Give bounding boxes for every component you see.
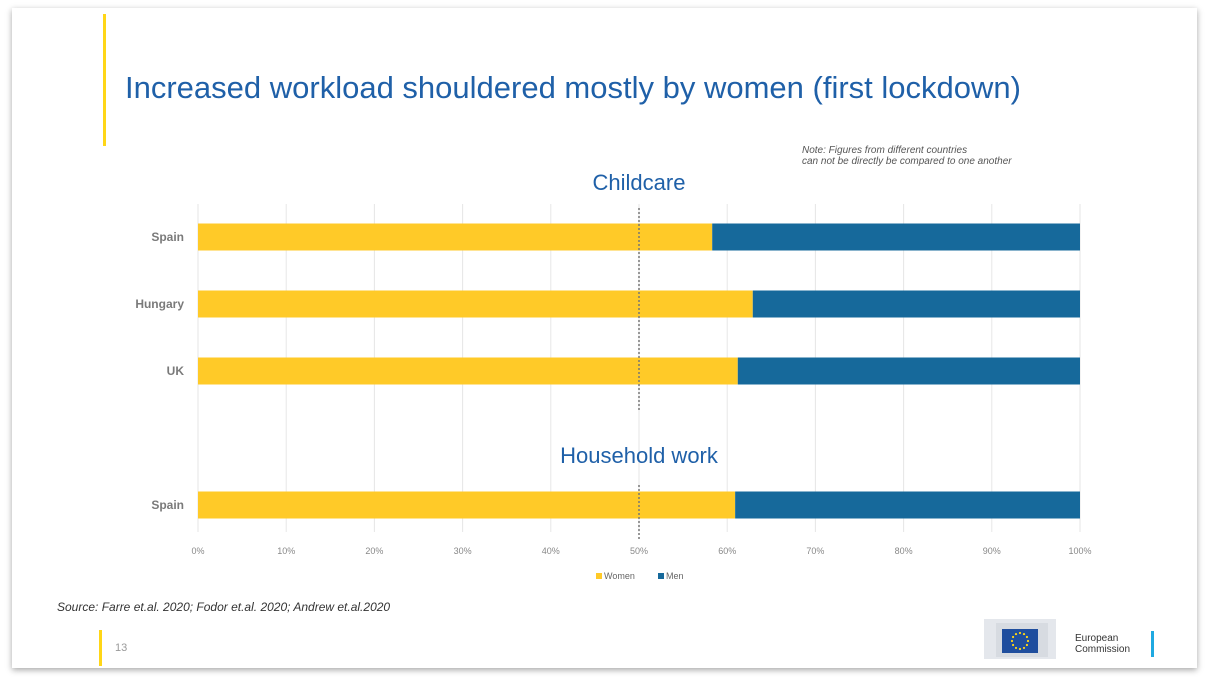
x-tick-label: 100% (1068, 546, 1091, 556)
eu-star (1018, 631, 1022, 635)
category-label: Spain (151, 230, 184, 244)
x-tick-label: 30% (454, 546, 472, 556)
women-bar (198, 223, 713, 251)
legend-label-women: Women (604, 571, 635, 581)
women-bar (198, 357, 738, 385)
category-label: UK (167, 364, 185, 378)
men-bar (752, 290, 1080, 318)
title-accent-bar (103, 14, 106, 146)
legend-label-men: Men (666, 571, 684, 581)
eu-star (1018, 647, 1022, 651)
slide-title: Increased workload shouldered mostly by … (125, 70, 1021, 105)
men-bar (735, 491, 1080, 519)
source-citation: Source: Farre et.al. 2020; Fodor et.al. … (57, 600, 391, 614)
page-number: 13 (115, 642, 128, 654)
logo-line-1: European (1075, 633, 1119, 644)
x-tick-label: 60% (718, 546, 736, 556)
category-label: Hungary (135, 297, 184, 311)
eu-star (1010, 639, 1014, 643)
legend-swatch-women (596, 573, 602, 579)
comparison-note: Note: Figures from different countries c… (802, 145, 1122, 167)
european-commission-logo: European Commission (984, 613, 1164, 663)
note-line-1: Note: Figures from different countries (802, 145, 968, 156)
section-label: Household work (560, 443, 719, 468)
men-bar (712, 223, 1080, 251)
eu-star (1014, 646, 1018, 650)
women-bar (198, 491, 736, 519)
women-bar (198, 290, 753, 318)
x-tick-label: 20% (365, 546, 383, 556)
eu-star (1011, 643, 1015, 647)
legend-swatch-men (658, 573, 664, 579)
x-tick-label: 40% (542, 546, 560, 556)
eu-star (1026, 639, 1030, 643)
x-tick-label: 10% (277, 546, 295, 556)
eu-star (1022, 646, 1026, 650)
slide: Increased workload shouldered mostly by … (12, 8, 1197, 668)
eu-star (1014, 632, 1018, 636)
x-tick-label: 50% (630, 546, 648, 556)
eu-star (1025, 643, 1029, 647)
logo-line-2: Commission (1075, 644, 1131, 655)
x-tick-label: 90% (983, 546, 1001, 556)
section-label: Childcare (593, 170, 686, 195)
men-bar (737, 357, 1080, 385)
logo-text: European Commission (1075, 633, 1130, 655)
x-tick-label: 70% (806, 546, 824, 556)
eu-flag-icon (984, 619, 1056, 659)
logo-accent-bar (1151, 631, 1154, 657)
eu-star (1025, 635, 1029, 639)
x-tick-label: 0% (191, 546, 204, 556)
footer-accent-bar (99, 630, 102, 666)
eu-star (1011, 635, 1015, 639)
eu-star (1022, 632, 1026, 636)
note-line-2: can not be directly be compared to one a… (802, 156, 1012, 167)
category-label: Spain (151, 498, 184, 512)
x-tick-label: 80% (895, 546, 913, 556)
